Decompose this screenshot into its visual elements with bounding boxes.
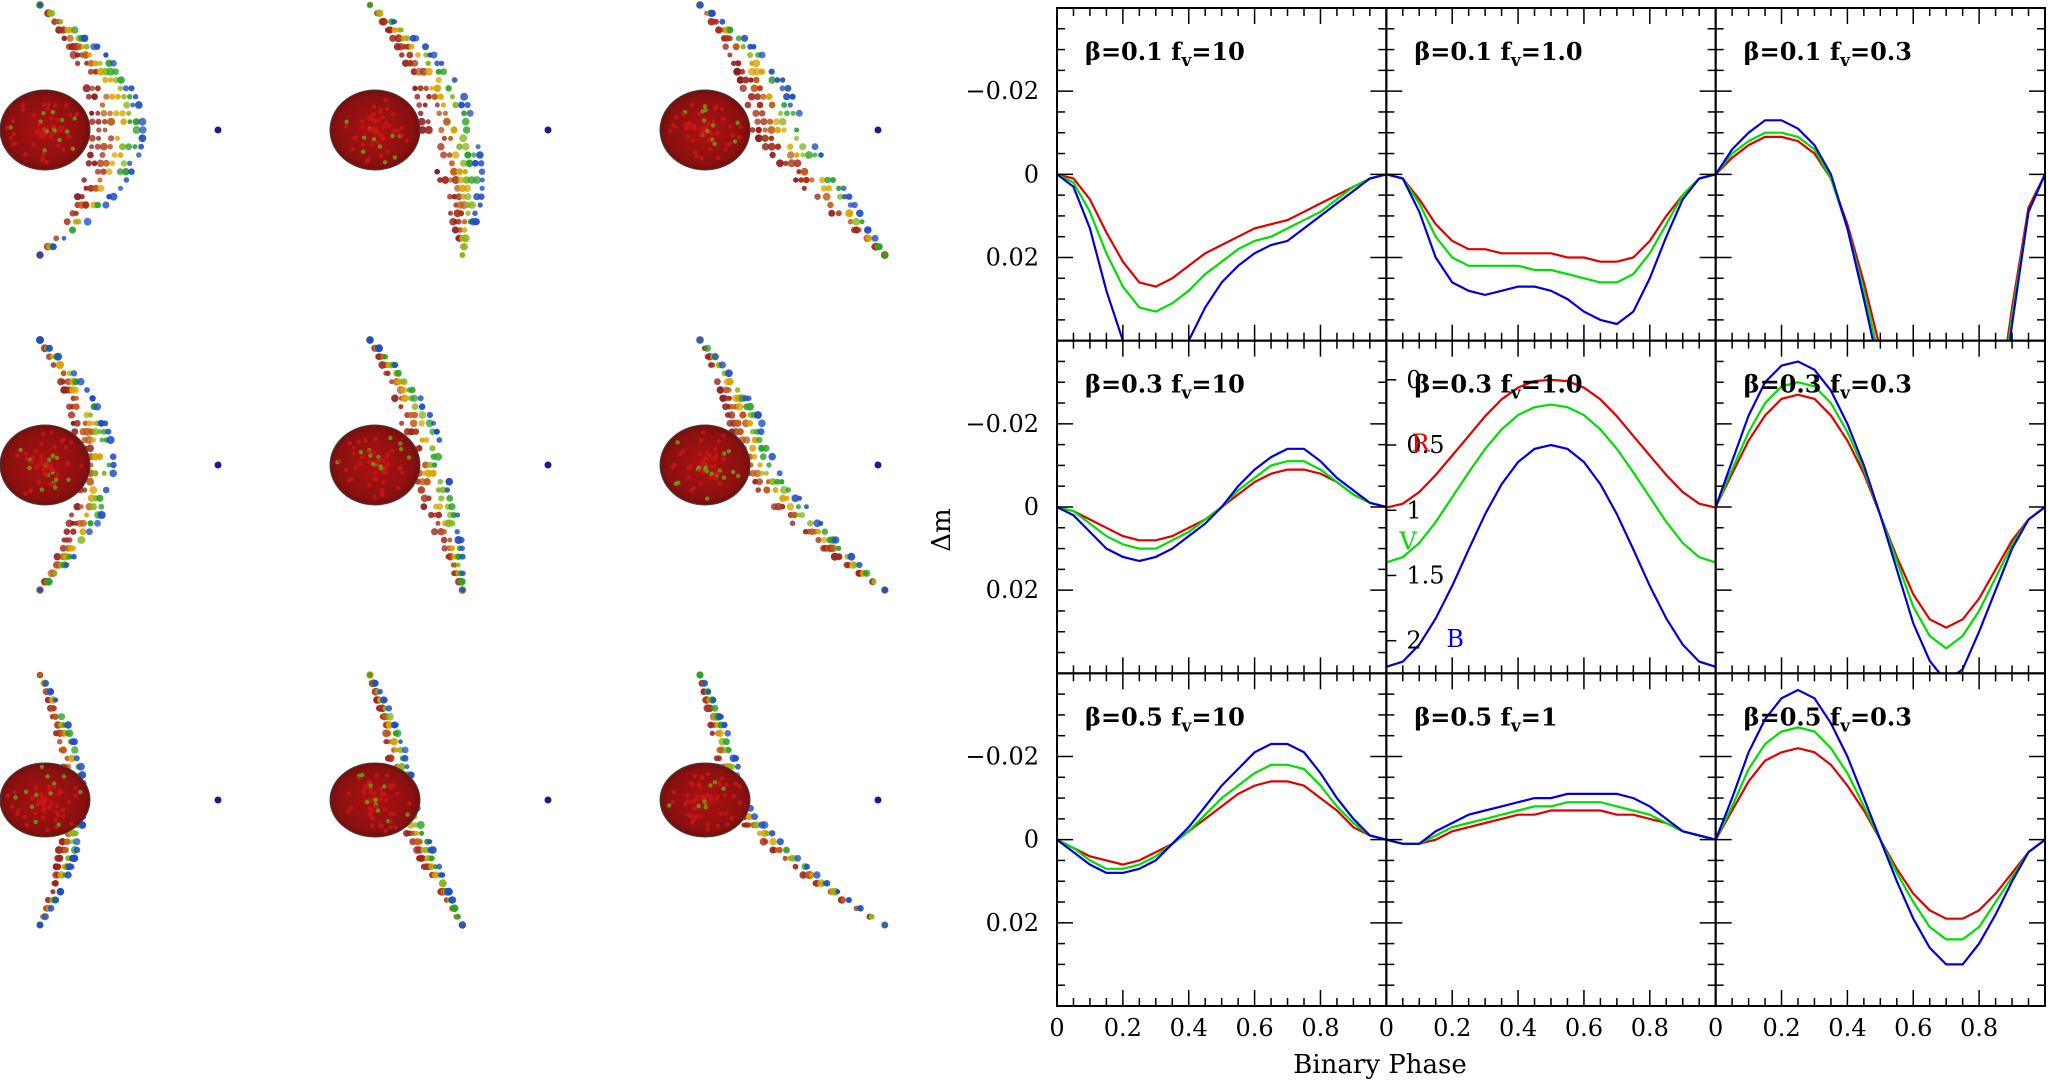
panel-frame [1056,339,1388,675]
shock-render-cell [659,1,889,259]
panel-label: β=0.5 fv=0.3 [1744,702,1912,736]
y-tick-label: 1 [1406,496,1421,524]
series-line-R [1057,780,1387,866]
x-tick-label: 0.8 [1631,1014,1669,1042]
x-tick-label: 0 [1379,1014,1394,1042]
series-line-B [1386,792,1716,845]
x-tick-label: 0 [1049,1014,1064,1042]
shock-render-cell [0,1,222,259]
panel-label: β=0.1 fv=1.0 [1414,37,1582,71]
y-tick-label: 0 [1406,366,1421,394]
series-line-B [1057,742,1387,874]
x-tick-label: 0.2 [1104,1014,1142,1042]
shock-render-cell [0,336,222,594]
series-line-V [1715,726,2045,941]
shock-render-cell [659,671,889,929]
panel-frame [1714,672,2046,1007]
series-line-R [1715,135,2045,341]
x-tick-label: 0.6 [1894,1014,1932,1042]
shock-render-cell [329,1,552,258]
shock-simulation-grid [0,1,889,929]
chart-panel: β=0.1 fv=0.3 [1714,7,2046,342]
companion-star [544,796,552,804]
series-letter-B: B [1446,625,1464,653]
x-tick-label: 0.8 [1960,1014,1998,1042]
panel-frame [1385,672,1717,1007]
series-line-B [1057,447,1387,563]
panel-frame [1385,7,1717,342]
x-tick-label: 0.4 [1828,1014,1866,1042]
panel-frame [1714,339,2046,675]
y-tick-label: 1.5 [1406,561,1444,589]
chart-panel: β=0.1 fv=1.0 [1385,7,1717,342]
companion-star [214,126,222,134]
chart-panel: 0 0.2 0.4 0.6 0.8 β=0.5 fv=1 [1379,672,1717,1042]
x-tick-label: 0.2 [1433,1014,1471,1042]
series-line-V [1057,763,1387,870]
series-line-V [1057,173,1387,313]
chart-panel: β=0.3 fv=0.3 [1714,339,2046,675]
series-line-V [1386,173,1716,284]
panel-frame [1056,7,1388,342]
companion-star [214,461,222,469]
chart-panel: 0 0.5 1 1.5 2 β=0.3 fv=1.0 R V B [1385,339,1717,675]
series-line-V [1715,131,2045,341]
series-letter-R: R [1411,430,1430,458]
x-tick-label: 0.6 [1236,1014,1274,1042]
series-line-V [1386,801,1716,845]
panel-frame [1385,339,1717,675]
x-tick-label: 0.6 [1565,1014,1603,1042]
series-line-B [1386,443,1716,668]
x-tick-label: 0.4 [1170,1014,1208,1042]
series-line-B [1715,360,2045,674]
companion-star [544,461,552,469]
series-line-B [1386,173,1716,326]
shock-render-cell [659,336,889,594]
series-line-R [1386,173,1716,263]
panel-label: β=0.1 fv=10 [1085,37,1245,71]
companion-star [874,461,882,469]
panel-label: β=0.3 fv=1.0 [1414,370,1582,404]
series-line-V [1057,460,1387,550]
companion-star [874,126,882,134]
x-tick-label: 0.8 [1301,1014,1339,1042]
x-tick-label: 0.4 [1499,1014,1537,1042]
panel-label: β=0.5 fv=10 [1085,702,1245,736]
series-line-V [1386,403,1716,564]
series-line-V [1715,381,2045,650]
series-letter-V: V [1398,527,1417,555]
series-line-R [1715,747,2045,920]
panel-label: β=0.5 fv=1 [1414,702,1557,736]
panel-frame [1056,672,1388,1007]
x-axis-title: Binary Phase [1293,1050,1467,1080]
chart-panel: 0 0.2 0.4 0.6 0.8 β=0.5 fv=0.3 [1708,672,2046,1042]
panel-label: β=0.3 fv=0.3 [1744,370,1912,404]
companion-star [214,796,222,804]
panel-frame [1714,7,2046,342]
series-line-B [1715,688,2045,966]
shock-render-cell [329,671,552,929]
companion-star [874,796,882,804]
x-tick-label: 0.2 [1762,1014,1800,1042]
series-line-R [1057,173,1387,288]
series-line-R [1057,468,1387,542]
x-tick-label: 0 [1708,1014,1723,1042]
companion-star [544,126,552,134]
shock-render-cell [0,671,222,929]
series-line-R [1386,809,1716,845]
series-line-R [1386,378,1716,509]
series-line-B [1715,119,2045,341]
shock-render-cell [329,336,552,594]
series-line-B [1057,173,1387,341]
panel-label: β=0.1 fv=0.3 [1744,37,1912,71]
series-line-R [1715,393,2045,629]
panel-label: β=0.3 fv=10 [1085,370,1245,404]
y-tick-label: 2 [1406,627,1421,655]
y-tick-label: 0.5 [1406,431,1444,459]
